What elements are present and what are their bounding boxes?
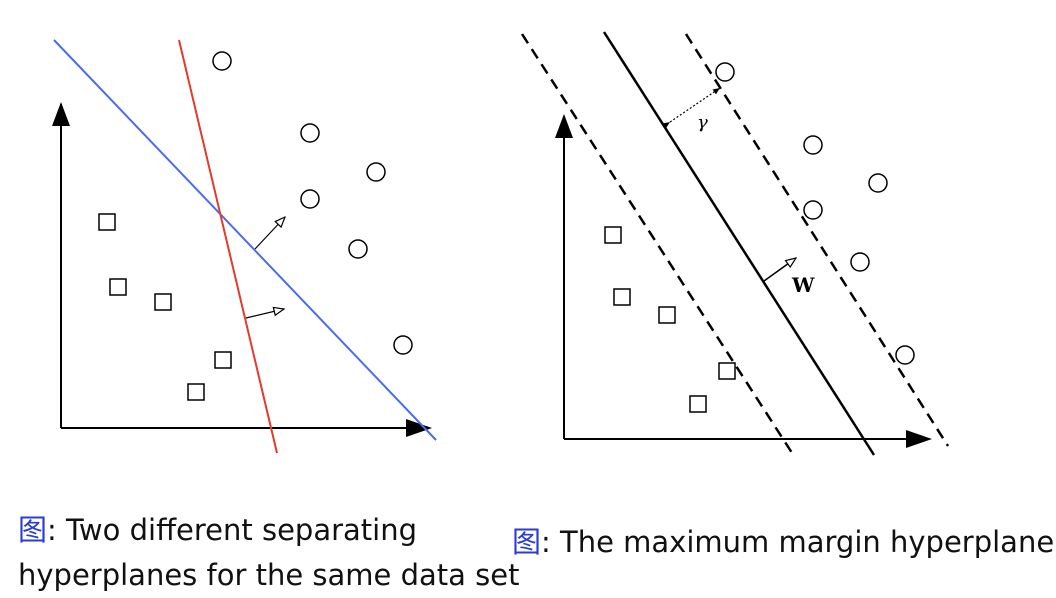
right-axes	[555, 114, 932, 448]
circle-point	[300, 189, 320, 209]
circle-point	[348, 239, 368, 259]
right-square-points	[604, 226, 736, 413]
circle-point	[300, 123, 320, 143]
right-y-axis-arrowhead	[555, 114, 573, 138]
circle-point	[868, 173, 888, 193]
red-normal-arrow	[245, 309, 284, 319]
left-circle-points	[212, 51, 413, 355]
square-point	[98, 213, 116, 231]
red-hyperplane	[178, 39, 278, 454]
left-square-points	[98, 213, 232, 401]
upper-margin-line	[684, 33, 950, 447]
right-caption-text: : The maximum margin hyperplane	[541, 525, 1055, 559]
square-point	[187, 383, 205, 401]
figure-label: 图	[18, 513, 48, 547]
square-point	[689, 395, 707, 413]
left-caption-line-1: 图: Two different separating	[18, 508, 519, 553]
right-x-axis-arrowhead	[906, 430, 932, 448]
left-x-axis-arrowhead	[406, 419, 432, 437]
left-axes	[52, 102, 432, 437]
right-figure-caption: 图: The maximum margin hyperplane	[512, 520, 1054, 565]
circle-point	[212, 51, 232, 71]
square-point	[604, 226, 622, 244]
circle-point	[715, 62, 735, 82]
square-point	[658, 306, 676, 324]
square-point	[718, 362, 736, 380]
figure-label: 图	[512, 525, 542, 559]
square-point	[109, 278, 127, 296]
square-point	[154, 293, 172, 311]
left-y-axis-arrowhead	[52, 102, 70, 126]
circle-point	[393, 335, 413, 355]
blue-normal-arrow	[254, 217, 285, 250]
right-circle-points	[715, 62, 915, 365]
circle-point	[895, 345, 915, 365]
square-point	[613, 288, 631, 306]
blue-hyperplane	[53, 39, 437, 441]
left-diagram	[52, 39, 437, 454]
circle-point	[850, 252, 870, 272]
circle-point	[803, 135, 823, 155]
normal-vector-w-label: W	[791, 273, 815, 297]
circle-point	[803, 200, 823, 220]
lower-margin-line	[520, 33, 796, 457]
margin-gamma-arrow	[662, 87, 721, 129]
max-margin-hyperplane	[602, 31, 876, 456]
circle-point	[366, 162, 386, 182]
margin-gamma-label: γ	[697, 112, 708, 133]
square-point	[214, 351, 232, 369]
left-caption-text-1: : Two different separating	[47, 513, 418, 547]
left-figure-caption: 图: Two different separating hyperplanes …	[18, 508, 519, 598]
normal-vector-w-arrow	[763, 258, 796, 282]
left-caption-line-2: hyperplanes for the same data set	[18, 557, 520, 592]
right-diagram: γ W	[520, 31, 950, 457]
